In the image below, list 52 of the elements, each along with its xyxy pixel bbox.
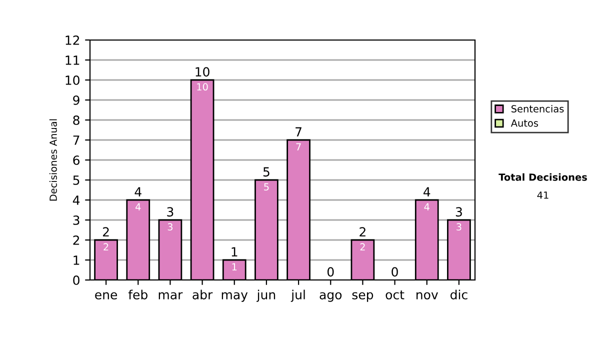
total-label: 2	[360, 227, 366, 236]
data-label: 3	[168, 223, 173, 231]
x-tick-label: sep	[352, 292, 374, 302]
y-tick-label: 11	[66, 56, 80, 65]
total-label: 10	[196, 67, 210, 77]
y-tick-label: 0	[73, 275, 80, 285]
data-label: 5	[264, 183, 269, 191]
x-tick-label: ago	[320, 292, 342, 302]
y-tick-label: 2	[73, 235, 80, 245]
total-label: 5	[263, 167, 270, 177]
total-label: 0	[392, 267, 398, 277]
x-tick-label: jul	[290, 290, 305, 302]
x-tick-label: nov	[416, 292, 438, 300]
data-label: 1	[232, 263, 237, 270]
y-tick-label: 8	[73, 115, 80, 125]
y-tick-label: 10	[66, 75, 80, 85]
data-label: 7	[296, 143, 301, 150]
y-tick-label: 3	[73, 215, 80, 225]
data-label: 10	[197, 83, 208, 91]
data-label: 4	[424, 203, 430, 210]
total-label: 4	[134, 187, 142, 196]
legend-label: Sentencias	[511, 104, 564, 112]
total-label: 3	[456, 207, 462, 217]
y-tick-label: 6	[73, 155, 80, 165]
total-label: 0	[327, 267, 334, 277]
y-tick-label: 7	[73, 136, 80, 145]
y-axis-title: Decisiones Anual	[49, 119, 57, 201]
x-tick-label: dic	[450, 290, 468, 300]
text: Total Decisiones	[498, 173, 587, 181]
y-tick-label: 9	[73, 95, 80, 105]
total-label: 2	[102, 227, 109, 236]
text: 41	[537, 192, 548, 199]
total-label: 3	[167, 207, 174, 217]
y-tick-label: 12	[66, 35, 80, 45]
total-label: 1	[232, 247, 238, 256]
data-label: 2	[360, 243, 365, 250]
legend-label: Autos	[510, 120, 538, 127]
x-tick-label: ene	[95, 292, 118, 300]
x-tick-label: jun	[256, 290, 276, 302]
data-label: 4	[136, 203, 141, 210]
data-label: 2	[104, 243, 108, 250]
total-label: 7	[296, 127, 302, 136]
y-tick-label: 5	[73, 176, 80, 185]
x-tick-label: feb	[128, 290, 148, 300]
x-tick-label: mar	[158, 292, 183, 300]
x-tick-label: oct	[386, 290, 404, 300]
y-tick-label: 4	[72, 196, 80, 205]
x-tick-label: may	[222, 292, 248, 302]
y-tick-label: 1	[74, 256, 80, 265]
total-label: 4	[424, 187, 430, 196]
x-tick-label: abr	[192, 290, 213, 300]
data-label: 3	[456, 223, 462, 231]
